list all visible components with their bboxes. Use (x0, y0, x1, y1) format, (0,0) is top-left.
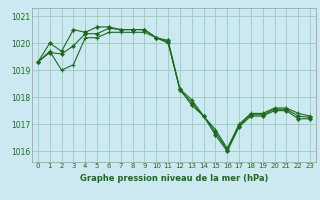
X-axis label: Graphe pression niveau de la mer (hPa): Graphe pression niveau de la mer (hPa) (80, 174, 268, 183)
